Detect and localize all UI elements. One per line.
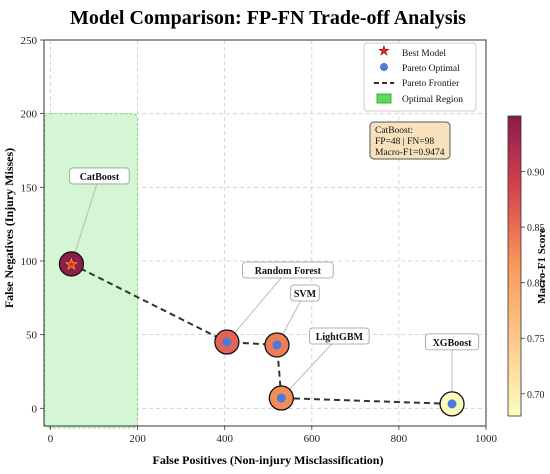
point-label: SVM <box>294 289 317 300</box>
point-labels: CatBoost Random Forest SVM LightGBM XGBoost <box>69 167 480 351</box>
optimal-region <box>44 113 139 429</box>
leader-line <box>226 269 289 343</box>
leader-line <box>70 175 100 265</box>
x-tick-label: 600 <box>304 433 321 445</box>
model-point-halo <box>58 251 85 277</box>
y-tick-label: 50 <box>26 330 38 342</box>
x-tick-label: 800 <box>391 433 408 445</box>
colorbar-tick-label: 0.75 <box>527 334 545 345</box>
legend: ★ Best Model Pareto Optimal Pareto Front… <box>363 42 477 112</box>
point-label: LightGBM <box>316 332 364 343</box>
colorbar-tick-label: 0.80 <box>527 279 545 290</box>
legend-label: Best Model <box>402 49 446 59</box>
points-layer: ★ <box>58 251 465 417</box>
x-tick-label: 1000 <box>475 433 498 445</box>
point-label-box <box>69 167 130 185</box>
legend-item-pareto-optimal: Pareto Optimal <box>380 63 460 74</box>
point-label-box <box>424 333 480 351</box>
x-tick-label: 200 <box>129 433 146 445</box>
point-label-box <box>290 284 320 302</box>
optimal-region-layer <box>44 113 139 429</box>
colorbar-ticks: 0.70 0.75 0.80 0.85 0.90 <box>521 168 545 401</box>
y-tick-label: 100 <box>21 256 38 268</box>
pareto-point <box>272 340 282 350</box>
point-label: CatBoost <box>80 172 120 183</box>
colorbar-tick-label: 0.85 <box>527 223 545 234</box>
colorbar-label: Macro-F1 Score <box>536 228 548 304</box>
legend-item-best-model: ★ Best Model <box>378 43 447 59</box>
plot-area: ★ CatBoost Random Forest SVM LightGBM XGBoos… <box>43 39 487 429</box>
legend-box <box>363 42 477 112</box>
point-label: Random Forest <box>255 266 322 277</box>
colorbar-tick-label: 0.70 <box>527 390 545 401</box>
y-tick-label: 200 <box>21 109 38 121</box>
y-tick-label: 250 <box>21 35 38 47</box>
info-box-background <box>369 121 451 160</box>
y-axis-label: False Negatives (Injury Misses) <box>2 148 16 308</box>
best-model-info-box: CatBoost: FP=48 | FN=98 Macro-F1=0.9474 <box>369 121 451 160</box>
info-line-model: CatBoost: <box>375 126 413 136</box>
point-label-box <box>309 327 370 345</box>
leader-line <box>280 335 340 399</box>
x-axis-ticks: 0 200 400 600 800 1000 <box>48 426 498 445</box>
pareto-point <box>447 399 457 409</box>
plot-frame <box>43 39 487 427</box>
legend-label: Pareto Optimal <box>402 64 460 74</box>
y-tick-label: 0 <box>32 403 38 415</box>
chart-title: Model Comparison: FP-FN Trade-off Analys… <box>70 7 466 29</box>
green-square-icon <box>376 93 392 104</box>
info-line-f1: Macro-F1=0.9474 <box>375 148 445 158</box>
colorbar: 0.70 0.75 0.80 0.85 0.90 Macro-F1 Score <box>507 115 548 417</box>
colorbar-tick-label: 0.90 <box>527 168 545 179</box>
legend-item-pareto-frontier: Pareto Frontier <box>374 79 460 89</box>
colorbar-gradient <box>507 115 522 417</box>
y-axis-ticks: 0 50 100 150 200 250 <box>21 35 44 415</box>
legend-item-optimal-region: Optimal Region <box>376 93 463 105</box>
legend-label: Pareto Frontier <box>402 79 460 89</box>
best-model-star-icon: ★ <box>378 43 390 58</box>
point-label-box <box>242 261 334 279</box>
x-axis-label: False Positives (Non-injury Misclassific… <box>153 453 384 467</box>
best-model-star: ★ <box>65 258 78 273</box>
info-line-fp-fn: FP=48 | FN=98 <box>375 137 434 147</box>
legend-label: Optimal Region <box>402 95 463 105</box>
point-label: XGBoost <box>433 338 473 349</box>
x-tick-label: 400 <box>216 433 233 445</box>
pareto-optimal-dot-icon <box>380 63 388 71</box>
pareto-point <box>276 393 286 403</box>
pareto-point <box>222 337 232 347</box>
y-tick-label: 150 <box>21 182 38 194</box>
x-tick-label: 0 <box>48 433 54 445</box>
